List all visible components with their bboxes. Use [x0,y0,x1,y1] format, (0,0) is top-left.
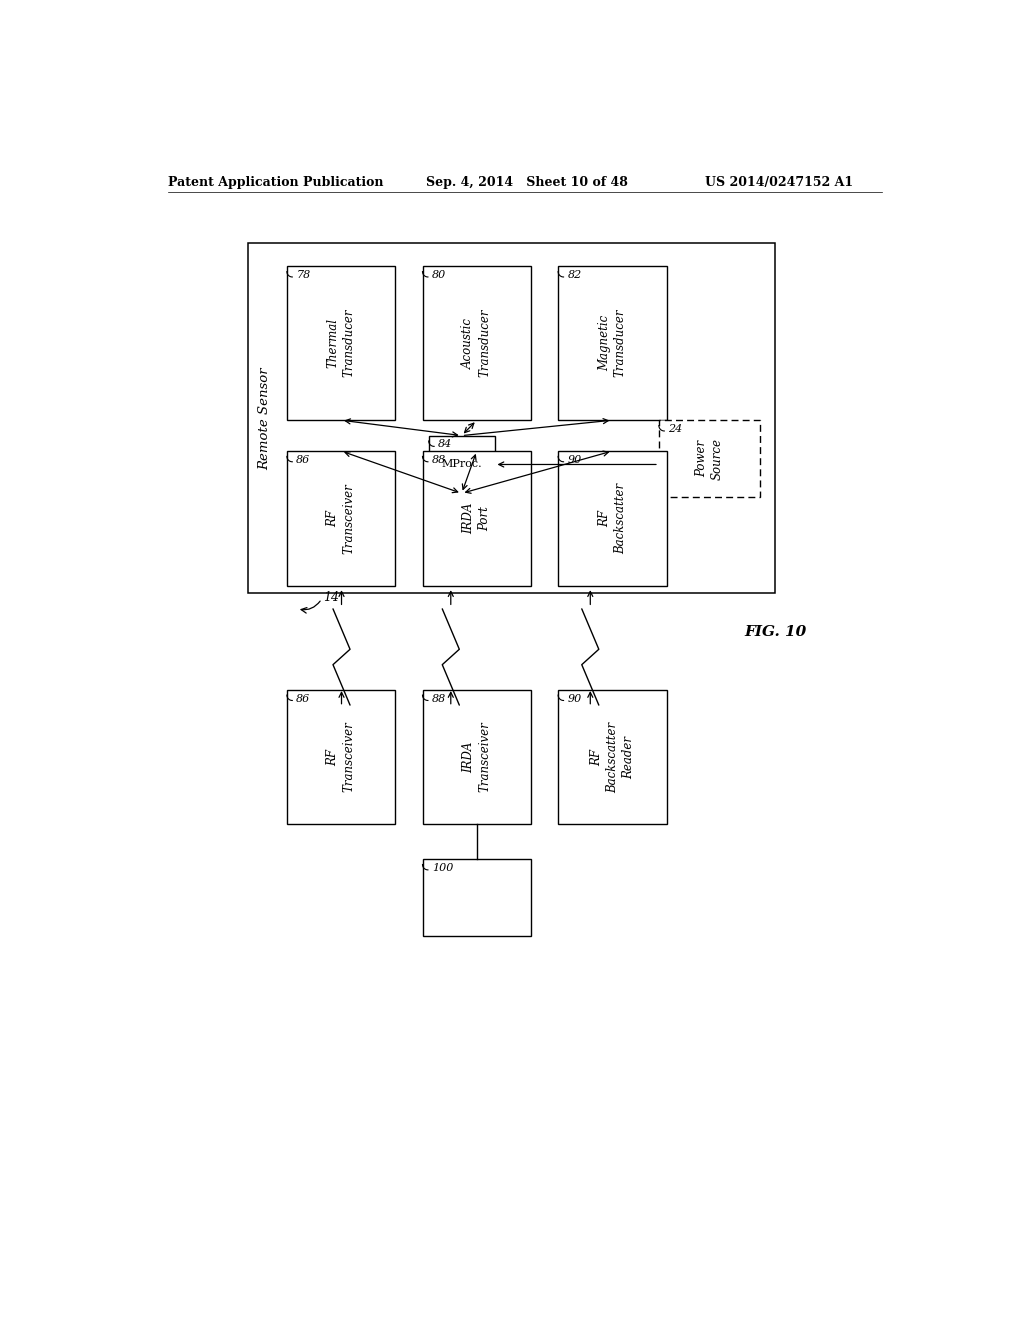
Text: 86: 86 [296,455,310,465]
Bar [423,690,531,825]
Text: MProc.: MProc. [441,459,482,470]
Text: IRDA
Port: IRDA Port [462,503,492,535]
Text: 14: 14 [324,591,339,603]
Text: 78: 78 [296,271,310,280]
Text: 88: 88 [432,455,446,465]
Text: RF
Transceiver: RF Transceiver [327,483,355,554]
Bar [287,690,395,825]
Text: Remote Sensor: Remote Sensor [259,367,271,470]
Text: 90: 90 [567,693,582,704]
Bar [287,451,395,586]
Bar [248,243,775,594]
Text: Thermal
Transducer: Thermal Transducer [327,309,355,378]
Bar [423,451,531,586]
Text: Acoustic
Transducer: Acoustic Transducer [462,309,492,378]
Text: US 2014/0247152 A1: US 2014/0247152 A1 [706,176,853,189]
Text: 24: 24 [669,424,682,434]
Bar [423,859,531,936]
Bar [558,451,667,586]
Text: 90: 90 [567,455,582,465]
Text: Magnetic
Transducer: Magnetic Transducer [598,309,627,378]
Bar [558,690,667,825]
Text: Patent Application Publication: Patent Application Publication [168,176,384,189]
Text: 86: 86 [296,693,310,704]
Bar [558,267,667,420]
Text: FIG. 10: FIG. 10 [744,624,806,639]
Bar [287,267,395,420]
Text: 88: 88 [432,693,446,704]
Text: Power
Source: Power Source [694,438,724,479]
Text: 84: 84 [438,440,453,449]
Text: RF
Backscatter: RF Backscatter [598,483,627,554]
Text: RF
Transceiver: RF Transceiver [327,722,355,792]
Text: IRDA
Transceiver: IRDA Transceiver [462,722,492,792]
Bar [423,267,531,420]
Text: RF
Backscatter
Reader: RF Backscatter Reader [590,722,635,792]
Bar [658,420,760,498]
Bar [429,436,495,494]
Text: Sep. 4, 2014   Sheet 10 of 48: Sep. 4, 2014 Sheet 10 of 48 [426,176,629,189]
Text: 82: 82 [567,271,582,280]
Text: 100: 100 [432,863,454,873]
Text: 80: 80 [432,271,446,280]
